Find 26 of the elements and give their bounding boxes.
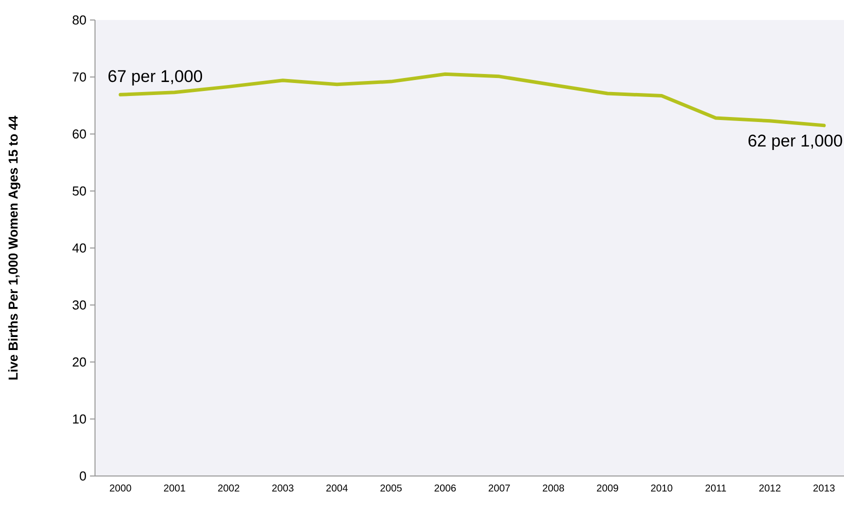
y-tick-label: 20	[72, 357, 86, 367]
annotation: 67 per 1,000	[108, 70, 202, 86]
y-tick-label: 80	[72, 15, 86, 25]
x-tick-label: 2013	[813, 484, 835, 492]
x-tick-label: 2011	[706, 484, 726, 492]
y-tick-label: 60	[72, 129, 86, 139]
x-tick-label: 2007	[488, 484, 510, 492]
y-tick-label: 0	[80, 471, 86, 481]
x-tick-label: 2005	[380, 484, 402, 492]
x-tick-label: 2008	[542, 484, 564, 492]
y-tick-label: 10	[73, 414, 86, 424]
x-tick-label: 2001	[164, 484, 186, 492]
y-tick-label: 70	[72, 72, 86, 82]
y-tick-label: 30	[72, 300, 86, 310]
x-tick-label: 2000	[110, 484, 132, 492]
x-tick-label: 2002	[218, 484, 240, 492]
x-tick-label: 2004	[326, 484, 348, 492]
x-tick-label: 2010	[651, 484, 672, 492]
x-tick-label: 2003	[272, 484, 294, 492]
x-tick-label: 2009	[596, 484, 618, 492]
y-tick-label: 40	[72, 243, 86, 253]
annotation: 62 per 1,000	[748, 134, 842, 150]
x-tick-label: 2012	[759, 484, 780, 492]
y-tick-label: 50	[72, 186, 86, 196]
x-tick-label: 2006	[434, 484, 456, 492]
y-axis-title: Live Births Per 1,000 Women Ages 15 to 44	[8, 116, 20, 380]
